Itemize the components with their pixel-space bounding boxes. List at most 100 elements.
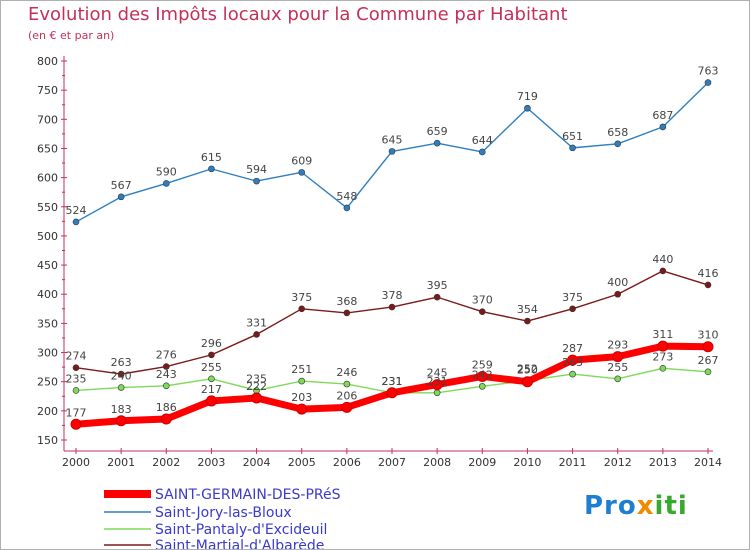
data-point — [162, 180, 170, 187]
data-point — [208, 375, 215, 383]
data-label: 400 — [607, 276, 628, 289]
data-label: 287 — [562, 342, 583, 355]
data-label: 259 — [472, 358, 493, 371]
data-point — [567, 354, 579, 366]
data-label: 246 — [336, 366, 357, 379]
y-tick-label: 750 — [37, 84, 58, 97]
data-label: 183 — [111, 403, 132, 416]
data-label: 440 — [652, 253, 673, 266]
data-point — [72, 387, 80, 394]
data-label: 368 — [336, 295, 357, 308]
data-point — [205, 395, 217, 407]
data-label: 311 — [652, 328, 673, 341]
data-point — [251, 392, 263, 404]
data-label: 763 — [698, 65, 719, 78]
proxiti-logo: Proxiti — [584, 491, 688, 521]
x-tick-label: 2007 — [378, 456, 406, 469]
data-point — [659, 267, 667, 275]
data-label: 651 — [562, 130, 583, 143]
data-point — [704, 368, 712, 376]
data-label: 659 — [427, 125, 448, 138]
chart-subtitle: (en € et par an) — [28, 29, 115, 42]
data-label: 250 — [517, 364, 538, 377]
y-tick-label: 250 — [37, 376, 58, 389]
data-label: 310 — [698, 329, 719, 342]
data-label: 235 — [66, 372, 87, 385]
data-point — [433, 389, 441, 397]
data-label: 186 — [156, 401, 177, 414]
data-label: 524 — [66, 204, 87, 217]
legend-label: SAINT-GERMAIN-DES-PRéS — [155, 487, 341, 503]
y-tick-label: 350 — [37, 317, 58, 330]
y-tick-label: 500 — [37, 230, 58, 243]
x-tick-label: 2000 — [62, 456, 90, 469]
data-point — [704, 281, 712, 289]
data-label: 615 — [201, 151, 222, 164]
data-label: 354 — [517, 303, 538, 316]
data-label: 274 — [66, 350, 87, 363]
data-point — [433, 293, 441, 301]
data-point — [253, 331, 260, 338]
data-point — [162, 363, 170, 370]
data-label: 231 — [382, 375, 403, 388]
data-point — [298, 169, 306, 176]
data-point — [296, 403, 308, 415]
x-tick-label: 2011 — [559, 456, 587, 469]
data-point — [524, 104, 531, 112]
data-point — [521, 376, 533, 388]
data-label: 370 — [472, 294, 493, 307]
x-tick-label: 2009 — [468, 456, 496, 469]
data-point — [431, 379, 443, 391]
y-tick-label: 400 — [37, 288, 58, 301]
data-point — [253, 177, 260, 185]
data-label: 644 — [472, 134, 493, 147]
data-point — [388, 148, 396, 155]
data-label: 687 — [652, 109, 673, 122]
x-tick-label: 2010 — [513, 456, 541, 469]
data-label: 231 — [382, 375, 403, 388]
data-label: 263 — [111, 356, 132, 369]
x-tick-label: 2013 — [649, 456, 677, 469]
data-point — [659, 364, 667, 372]
data-point — [72, 364, 80, 371]
x-tick-label: 2004 — [243, 456, 271, 469]
x-tick-label: 2012 — [604, 456, 632, 469]
data-point — [72, 218, 80, 226]
data-label: 206 — [336, 389, 357, 402]
data-label: 177 — [66, 406, 87, 419]
data-label: 658 — [607, 126, 628, 139]
x-tick-label: 2008 — [423, 456, 451, 469]
data-point — [614, 290, 622, 298]
x-tick-label: 2014 — [694, 456, 722, 469]
data-point — [117, 193, 125, 201]
data-label: 276 — [156, 349, 177, 362]
data-label: 293 — [607, 339, 628, 352]
y-tick-label: 650 — [37, 142, 58, 155]
data-point — [476, 370, 488, 382]
data-label: 395 — [427, 279, 448, 292]
data-point — [70, 418, 82, 430]
data-label: 375 — [291, 291, 312, 304]
data-point — [298, 377, 306, 385]
data-label: 251 — [291, 363, 312, 376]
data-label: 252 — [517, 363, 538, 376]
x-tick-label: 2006 — [333, 456, 361, 469]
chart-title: Evolution des Impôts locaux pour la Comm… — [28, 4, 568, 25]
data-point — [343, 380, 351, 388]
data-label: 203 — [291, 391, 312, 404]
y-tick-label: 300 — [37, 347, 58, 360]
data-label: 375 — [562, 291, 583, 304]
data-label: 222 — [246, 380, 267, 393]
data-label: 267 — [698, 354, 719, 367]
data-label: 378 — [382, 289, 403, 302]
data-label: 590 — [156, 165, 177, 178]
data-point — [657, 340, 669, 352]
data-point — [388, 303, 396, 311]
data-label: 331 — [246, 316, 267, 329]
y-tick-label: 800 — [37, 55, 58, 68]
y-tick-label: 200 — [37, 405, 58, 418]
data-point — [160, 413, 172, 425]
data-label: 240 — [111, 370, 132, 383]
